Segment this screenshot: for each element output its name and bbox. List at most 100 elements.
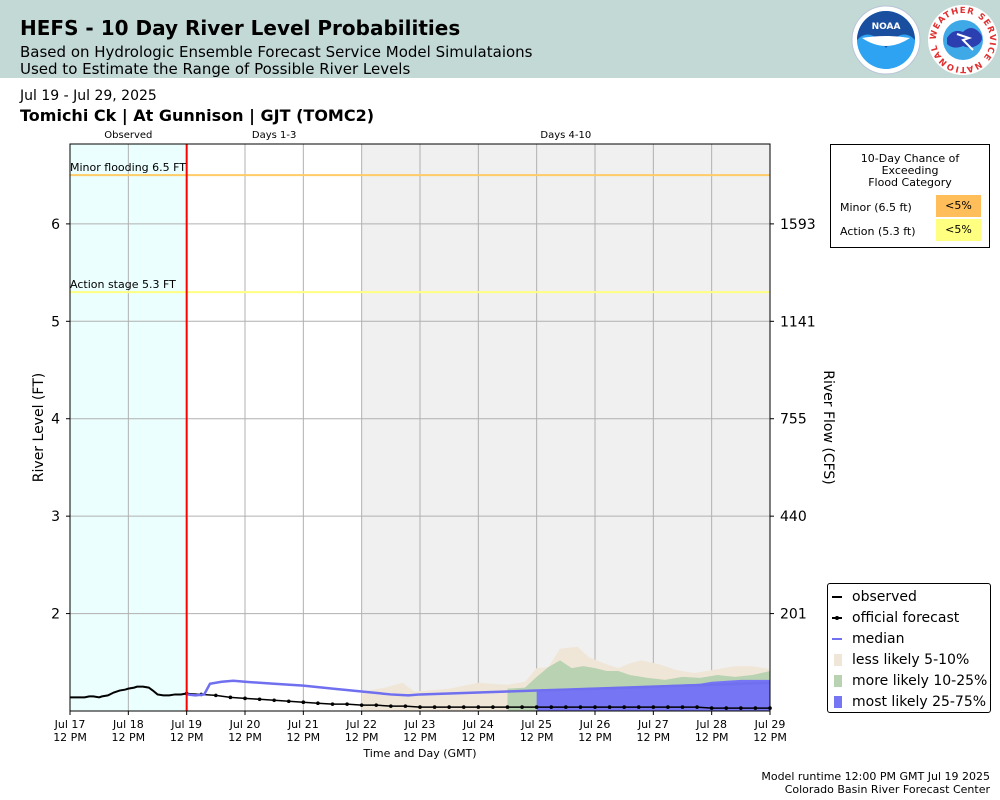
flood-table-header-1: 10-Day Chance of (860, 152, 960, 165)
forecast-point-33 (666, 705, 670, 709)
y-tick-label-3: 5 (51, 314, 60, 330)
observed-line (70, 685, 187, 699)
x-tick-label-2: Jul 19 (170, 718, 202, 731)
forecast-point-11 (345, 702, 349, 706)
forecast-point-25 (549, 705, 554, 709)
y-tick-label-4: 6 (51, 217, 60, 233)
period-shade-2 (361, 144, 770, 711)
legend-label: median (852, 631, 905, 647)
forecast-point-28 (593, 705, 597, 709)
median-line (186, 679, 771, 697)
y-axis-label: River Level (FT) (31, 373, 47, 482)
y2-tick-label-1: 440 (780, 509, 807, 525)
forecast-point-10 (330, 702, 335, 706)
x-tick-sublabel-9: 12 PM (578, 731, 612, 744)
noaa-logo-text: NOAA (872, 22, 901, 32)
forecast-point-29 (607, 705, 612, 709)
forecast-point-3 (228, 695, 233, 700)
x-tick-sublabel-1: 12 PM (112, 731, 146, 744)
y2-axis-label: River Flow (CFS) (820, 370, 836, 485)
x-axis-label: Time and Day (GMT) (362, 747, 476, 760)
legend-label: less likely 5-10% (852, 652, 970, 668)
header-banner: HEFS - 10 Day River Level Probabilities … (0, 0, 1000, 78)
forecast-point-4 (243, 696, 247, 701)
forecast-point-2 (214, 693, 218, 698)
nws-logo-icon[interactable]: WEATHER SERVICE NATIONAL (927, 4, 999, 76)
forecast-point-37 (724, 706, 729, 710)
x-tick-label-8: Jul 25 (520, 718, 552, 731)
x-tick-sublabel-11: 12 PM (695, 731, 729, 744)
y-tick-label-0: 2 (51, 607, 60, 623)
forecast-point-20 (476, 705, 481, 709)
forecast-point-36 (709, 706, 714, 710)
legend-label: most likely 25-75% (852, 694, 987, 710)
x-tick-label-10: Jul 27 (637, 718, 669, 731)
x-tick-sublabel-0: 12 PM (53, 731, 87, 744)
legend-label: official forecast (852, 610, 960, 626)
period-shade-1 (186, 144, 362, 711)
forecast-point-30 (622, 705, 626, 709)
forecast-point-24 (534, 705, 539, 709)
x-tick-sublabel-6: 12 PM (403, 731, 437, 744)
forecast-point-39 (753, 706, 758, 710)
y2-tick-label-0: 201 (780, 607, 807, 623)
x-tick-label-11: Jul 28 (695, 718, 727, 731)
x-tick-label-1: Jul 18 (112, 718, 144, 731)
y2-tick-label-2: 755 (780, 412, 807, 428)
x-tick-sublabel-4: 12 PM (287, 731, 321, 744)
forecast-point-17 (432, 705, 437, 709)
y-tick-label-2: 4 (51, 412, 60, 428)
y2-tick-label-4: 1593 (780, 217, 816, 233)
forecast-point-15 (403, 704, 408, 708)
x-tick-sublabel-12: 12 PM (753, 731, 787, 744)
forecast-point-9 (316, 701, 320, 706)
forecast-point-13 (374, 703, 379, 707)
x-tick-sublabel-5: 12 PM (345, 731, 379, 744)
forecast-point-32 (651, 705, 656, 709)
forecast-center: Colorado Basin River Forecast Center (784, 783, 990, 796)
x-tick-sublabel-3: 12 PM (228, 731, 262, 744)
model-runtime: Model runtime 12:00 PM GMT Jul 19 2025 (761, 770, 990, 783)
forecast-point-16 (418, 705, 422, 709)
x-tick-label-9: Jul 26 (579, 718, 611, 731)
band-most-likely (536, 679, 770, 711)
x-tick-label-0: Jul 17 (54, 718, 86, 731)
page-subtitle-1: Based on Hydrologic Ensemble Forecast Se… (20, 43, 533, 61)
forecast-point-27 (578, 705, 583, 709)
forecast-point-26 (564, 705, 568, 709)
forecast-point-19 (461, 705, 466, 709)
forecast-point-34 (680, 705, 685, 709)
threshold-label-0: Minor flooding 6.5 FT (70, 161, 186, 174)
flood-chance-table: 10-Day Chance of Exceeding Flood Categor… (830, 144, 990, 248)
station-title: Tomichi Ck | At Gunnison | GJT (TOMC2) (20, 106, 375, 125)
x-tick-label-3: Jul 20 (229, 718, 261, 731)
hydrograph-chart: Observed Days 1-3 Days 4-10 Minor flooding … (31, 130, 836, 760)
forecast-point-23 (520, 705, 524, 709)
legend-label: more likely 10-25% (852, 673, 988, 689)
flood-row-action-value: <5% (936, 219, 981, 241)
period-label-2: Days 4-10 (540, 130, 591, 141)
date-range: Jul 19 - Jul 29, 2025 (20, 88, 157, 104)
page-title: HEFS - 10 Day River Level Probabilities (20, 16, 461, 40)
flood-row-action-label: Action (5.3 ft) (840, 225, 916, 238)
forecast-point-22 (505, 705, 510, 709)
flood-table-header-2: Exceeding (881, 164, 939, 177)
x-tick-sublabel-7: 12 PM (462, 731, 496, 744)
x-tick-sublabel-2: 12 PM (170, 731, 204, 744)
forecast-point-31 (636, 705, 641, 709)
forecast-point-5 (257, 697, 262, 702)
noaa-logo-icon[interactable]: NOAA (850, 4, 922, 76)
flood-table-header-3: Flood Category (868, 176, 952, 189)
x-tick-label-7: Jul 24 (462, 718, 494, 731)
forecast-point-21 (491, 705, 495, 709)
forecast-point-12 (359, 703, 364, 707)
legend-label: observed (852, 589, 917, 605)
forecast-point-38 (739, 706, 743, 710)
forecast-point-18 (447, 705, 451, 709)
forecast-point-8 (301, 700, 306, 705)
x-tick-sublabel-10: 12 PM (637, 731, 671, 744)
period-label-1: Days 1-3 (252, 130, 296, 141)
period-label-0: Observed (104, 130, 152, 141)
flood-row-minor-value: <5% (936, 195, 981, 217)
x-tick-label-5: Jul 22 (345, 718, 377, 731)
